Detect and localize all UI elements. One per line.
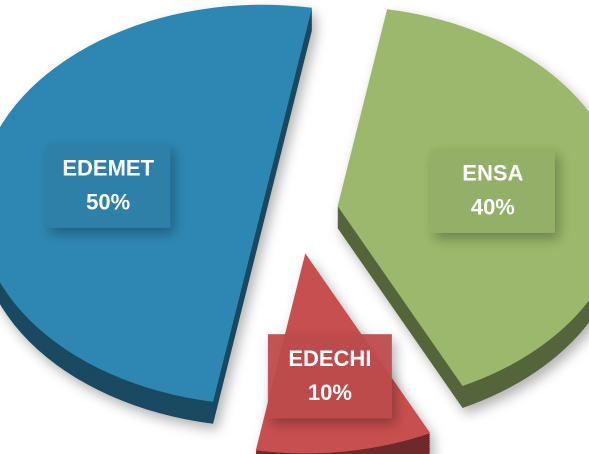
- value-label: 10%: [308, 380, 352, 405]
- category-label: EDEMET: [62, 155, 154, 180]
- category-label: EDECHI: [288, 346, 371, 371]
- label-box: [46, 143, 171, 228]
- category-label: ENSA: [462, 161, 523, 186]
- value-label: 40%: [471, 195, 515, 220]
- label-box: [430, 148, 555, 233]
- value-label: 50%: [86, 189, 130, 214]
- label-box: [267, 334, 392, 419]
